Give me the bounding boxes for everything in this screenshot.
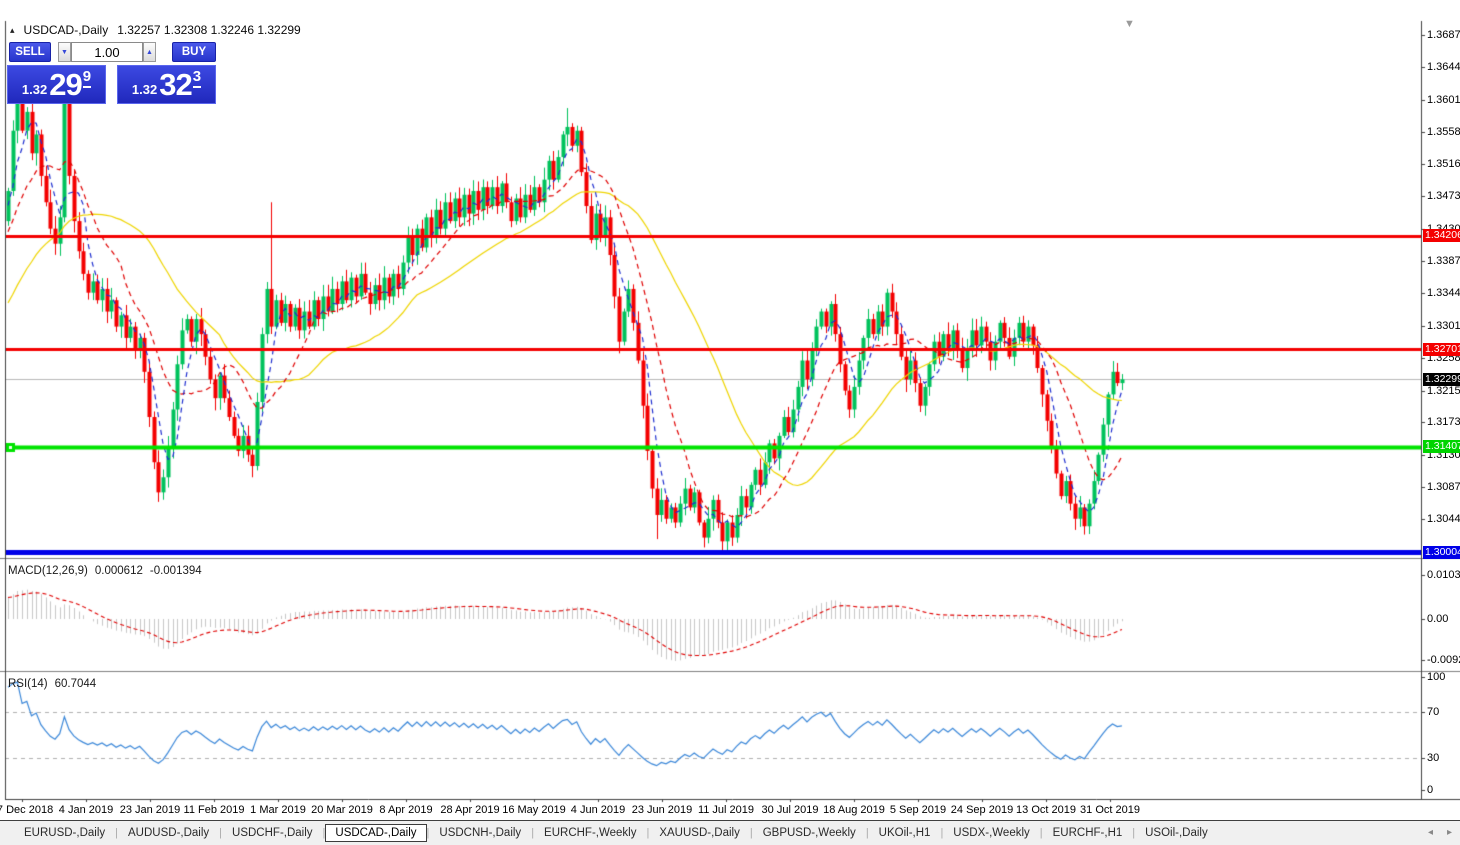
tab-separator: | — [115, 827, 119, 839]
tab-separator: | — [749, 827, 753, 839]
price-axis-tick-label: 1.36440 — [1427, 61, 1460, 74]
tab-eurchf-weekly[interactable]: EURCHF-,Weekly — [544, 827, 637, 839]
tab-usdx-weekly[interactable]: USDX-,Weekly — [953, 827, 1030, 839]
sell-price-prefix: 1.32 — [21, 82, 48, 97]
date-axis-label: 5 Sep 2019 — [889, 804, 947, 816]
price-axis-tick-label: 1.33010 — [1427, 319, 1460, 332]
date-axis-label: 28 Apr 2019 — [440, 804, 500, 816]
tab-separator: | — [865, 827, 869, 839]
tab-eurchf-h1[interactable]: EURCHF-,H1 — [1052, 827, 1123, 839]
collapse-trade-panel-icon[interactable]: ▴ — [10, 24, 15, 35]
tab-gbpusd-weekly[interactable]: GBPUSD-,Weekly — [762, 827, 856, 839]
tab-separator: | — [646, 827, 650, 839]
date-axis-label: 23 Jun 2019 — [631, 804, 693, 816]
date-axis-label: 16 May 2019 — [502, 804, 566, 816]
rsi-scale-label: 0 — [1427, 784, 1434, 796]
date-axis-label: 24 Sep 2019 — [950, 804, 1014, 816]
sell-button[interactable]: SELL — [9, 42, 51, 62]
date-axis-label: 30 Jul 2019 — [761, 804, 819, 816]
date-axis-label: 13 Oct 2019 — [1016, 804, 1076, 816]
volume-increase-button[interactable]: ▲ — [143, 42, 156, 62]
macd-name: MACD(12,26,9) — [8, 565, 88, 577]
price-axis-tick-label: 1.33870 — [1427, 255, 1460, 268]
buy-button[interactable]: BUY — [172, 42, 216, 62]
date-axis-label: 17 Dec 2018 — [0, 804, 54, 816]
macd-scale-label: 0.010311 — [1427, 569, 1460, 581]
tabs-scroll-right-icon[interactable]: ▸ — [1446, 827, 1452, 838]
date-axis-label: 11 Jul 2019 — [697, 804, 755, 816]
chart-tabs-bar: EURUSD-,Daily | AUDUSD-,Daily | USDCHF-,Dail… — [0, 820, 1460, 845]
macd-indicator-label: MACD(12,26,9) 0.000612 -0.001394 — [8, 565, 202, 577]
tab-separator: | — [426, 827, 430, 839]
tab-eurusd-daily[interactable]: EURUSD-,Daily — [24, 827, 106, 839]
price-axis-tick-label: 1.35580 — [1427, 126, 1460, 139]
level-price-label: 1.31407 — [1423, 440, 1460, 454]
tab-xauusd-daily[interactable]: XAUUSD-,Daily — [659, 827, 740, 839]
date-axis-label: 20 Mar 2019 — [311, 804, 373, 816]
sell-price-tile[interactable]: 1.32 29 9 — [7, 65, 106, 104]
chart-symbol-title: USDCAD-,Daily — [23, 23, 109, 37]
tab-separator: | — [940, 827, 944, 839]
price-axis-tick-label: 1.30440 — [1427, 513, 1460, 526]
current-price-label: 1.32299 — [1423, 372, 1460, 386]
tab-separator: | — [219, 827, 223, 839]
volume-input[interactable] — [71, 42, 143, 62]
date-axis-label: 31 Oct 2019 — [1080, 804, 1140, 816]
rsi-scale-label: 30 — [1427, 751, 1440, 764]
tabs-scroll-arrows: ◂ ▸ — [1428, 827, 1452, 838]
buy-price-prefix: 1.32 — [131, 82, 158, 97]
price-axis-tick-label: 1.32150 — [1427, 384, 1460, 397]
tab-usdchf-daily[interactable]: USDCHF-,Daily — [232, 827, 313, 839]
date-axis-label: 1 Mar 2019 — [250, 804, 306, 816]
tab-separator: | — [531, 827, 535, 839]
chart-symbol-header: ▴ USDCAD-,Daily 1.32257 1.32308 1.32246 … — [10, 23, 301, 37]
macd-signal-value: -0.001394 — [149, 565, 202, 577]
price-axis-tick-label: 1.31730 — [1427, 416, 1460, 429]
price-axis-tick-label: 1.34730 — [1427, 190, 1460, 203]
date-axis-label: 4 Jun 2019 — [570, 804, 626, 816]
tab-separator: | — [1039, 827, 1043, 839]
date-axis-label: 23 Jan 2019 — [119, 804, 181, 816]
macd-main-value: 0.000612 — [94, 565, 143, 577]
price-axis-tick-label: 1.33440 — [1427, 287, 1460, 300]
price-axis-tick-label: 1.30870 — [1427, 481, 1460, 494]
tab-ukoil-h1[interactable]: UKOil-,H1 — [878, 827, 931, 839]
one-click-trading-panel: SELL ▼ ▲ BUY 1.32 29 9 1.32 32 3 — [7, 40, 216, 104]
sell-price-big-digits: 29 — [49, 67, 82, 102]
rsi-indicator-label: RSI(14) 60.7044 — [8, 678, 96, 690]
tab-usdcnh-daily[interactable]: USDCNH-,Daily — [439, 827, 522, 839]
buy-price-tile[interactable]: 1.32 32 3 — [117, 65, 216, 104]
date-axis-label: 4 Jan 2019 — [58, 804, 114, 816]
tab-usdcad-daily[interactable]: USDCAD-,Daily — [325, 824, 427, 842]
chart-tabs: EURUSD-,Daily | AUDUSD-,Daily | USDCHF-,Dail… — [0, 821, 1218, 845]
price-axis-tick-label: 1.35160 — [1427, 157, 1460, 170]
tab-usoil-daily[interactable]: USOil-,Daily — [1145, 827, 1208, 839]
date-axis-label: 18 Aug 2019 — [823, 804, 885, 816]
rsi-name: RSI(14) — [8, 678, 48, 690]
rsi-scale-label: 100 — [1427, 671, 1446, 683]
level-price-label: 1.34206 — [1423, 229, 1460, 243]
macd-scale-label: 0.00 — [1427, 613, 1449, 625]
tab-separator: | — [322, 827, 326, 839]
price-axis-tick-label: 1.36870 — [1427, 29, 1460, 41]
level-price-label: 1.32701 — [1423, 342, 1460, 356]
volume-decrease-button[interactable]: ▼ — [58, 42, 71, 62]
buy-price-pip-digit: 3 — [192, 68, 202, 88]
rsi-scale-label: 70 — [1427, 705, 1440, 718]
buy-price-big-digits: 32 — [159, 67, 192, 102]
chart-ohlc-values: 1.32257 1.32308 1.32246 1.32299 — [117, 23, 301, 37]
price-axis-tick-label: 1.36010 — [1427, 93, 1460, 106]
tab-separator: | — [1132, 827, 1136, 839]
date-axis-label: 11 Feb 2019 — [183, 804, 245, 816]
sell-price-pip-digit: 9 — [82, 68, 92, 88]
tabs-scroll-left-icon[interactable]: ◂ — [1427, 827, 1433, 838]
tab-audusd-daily[interactable]: AUDUSD-,Daily — [128, 827, 210, 839]
chart-shift-marker-icon[interactable]: ▼ — [1124, 18, 1135, 30]
macd-scale-label: -0.009203 — [1427, 654, 1460, 666]
date-axis-label: 8 Apr 2019 — [379, 804, 433, 816]
level-price-label: 1.30004 — [1423, 545, 1460, 559]
rsi-value: 60.7044 — [54, 678, 97, 690]
